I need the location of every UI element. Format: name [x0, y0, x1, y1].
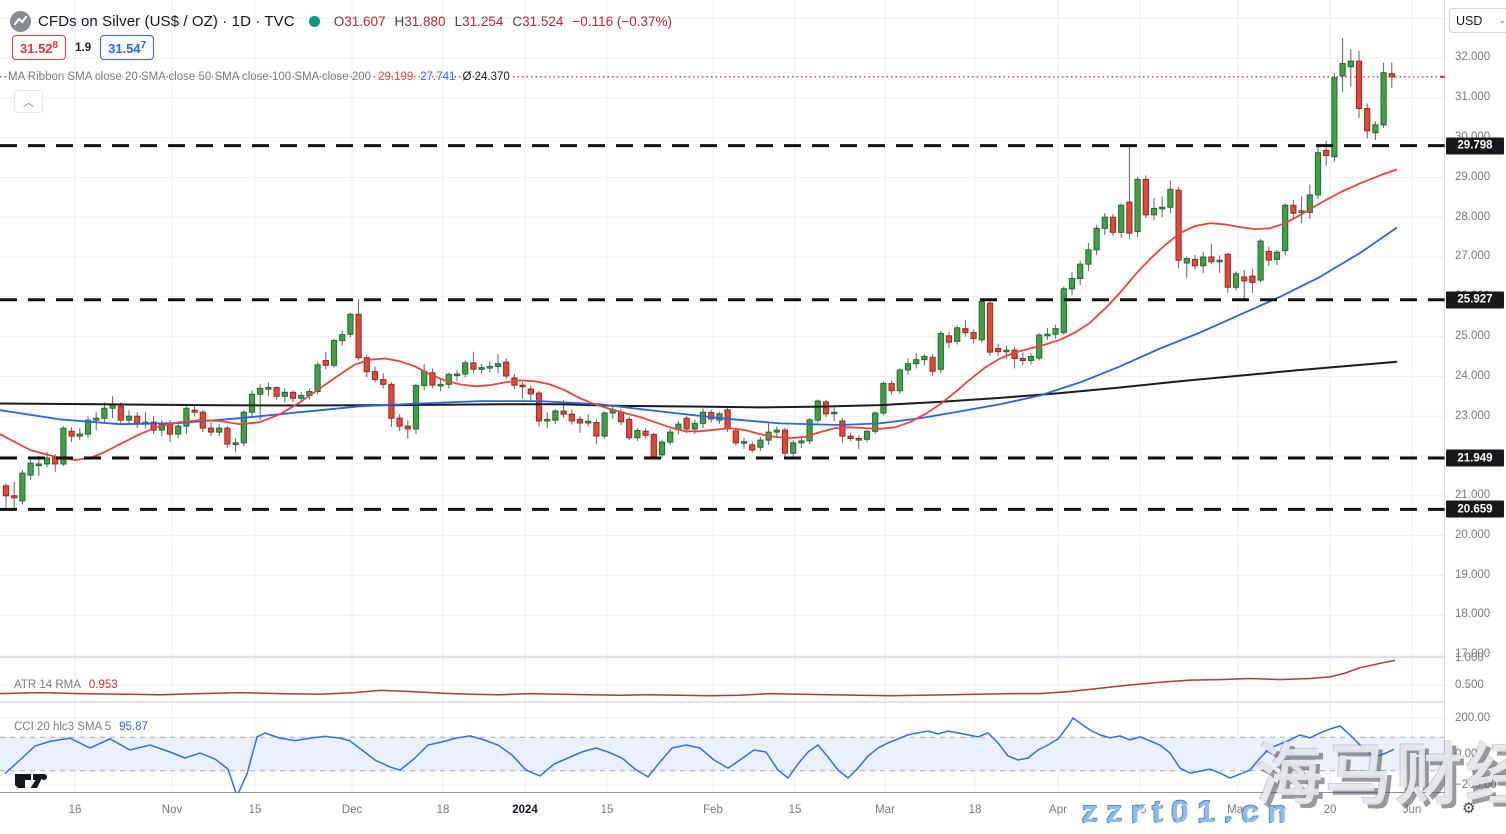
change-value: −0.116 (−0.37%): [572, 13, 672, 29]
indicator-tick: 0.500: [1455, 679, 1484, 691]
sma50-value: 27.741: [420, 70, 456, 83]
time-label: 18: [436, 804, 450, 816]
sell-button[interactable]: 31.528: [12, 35, 67, 60]
spread-value: 1.9: [75, 41, 92, 54]
time-label: May: [1227, 804, 1249, 816]
close-value: 31.524: [522, 13, 564, 29]
time-label: Apr: [1049, 804, 1067, 816]
price-tick: 32.000: [1455, 51, 1491, 63]
level-price-badge: 29.798: [1446, 137, 1504, 155]
level-price-badge: 21.949: [1446, 449, 1504, 467]
chevron-down-icon: ⌄: [1498, 15, 1506, 25]
time-label: Jun: [1402, 804, 1422, 816]
indicator-tick: 0.00: [1455, 748, 1478, 760]
symbol-logo-icon: [10, 10, 31, 32]
atr-value: 0.953: [88, 679, 118, 691]
high-value: 31.880: [404, 13, 446, 29]
level-price-badge: 20.659: [1446, 500, 1504, 518]
sma20-value: 29.199: [378, 70, 414, 83]
ohlc-values: O31.607 H31.880 L31.254 C31.524 −0.116 (…: [333, 13, 672, 29]
bid-ask-row: 31.528 1.9 31.547: [12, 35, 155, 60]
price-tick: 23.000: [1455, 410, 1491, 422]
tradingview-logo-icon[interactable]: [14, 770, 50, 797]
symbol-title[interactable]: CFDs on Silver (US$ / OZ) · 1D · TVC: [38, 12, 295, 30]
indicator-tick: 1.000: [1455, 652, 1484, 664]
price-tick: 20.000: [1455, 529, 1491, 541]
time-label: 2024: [512, 804, 538, 816]
symbol-header[interactable]: CFDs on Silver (US$ / OZ) · 1D · TVC O31…: [10, 8, 672, 34]
time-label: 15: [788, 804, 802, 816]
currency-selector[interactable]: USD ⌄: [1449, 8, 1506, 33]
time-label: Feb: [703, 804, 723, 816]
axis-settings-gear-icon[interactable]: ⚙: [1462, 800, 1476, 817]
chevron-up-icon: ︿: [23, 96, 34, 109]
atr-legend[interactable]: ATR 14 RMA 0.953: [14, 679, 118, 691]
price-tick: 17.000: [1455, 648, 1491, 660]
time-axis[interactable]: 16 Nov 15 Dec 18 2024 15 Feb 15 Mar 18 Apr 15 May 20 Ju…: [0, 793, 1506, 834]
cci-value: 95.87: [119, 721, 148, 733]
cci-title: CCI 20 hlc3 SMA 5: [14, 721, 112, 733]
price-tick: 28.000: [1455, 211, 1491, 223]
time-label: 16: [68, 804, 82, 816]
level-price-badge: 25.927: [1446, 291, 1504, 309]
low-value: 31.254: [462, 13, 504, 29]
price-tick: 21.000: [1455, 489, 1491, 501]
time-label: Nov: [161, 804, 183, 816]
time-label: 18: [968, 804, 982, 816]
price-axis[interactable]: USD⌄ 32.00031.00030.00029.00028.00027.00…: [1445, 0, 1506, 793]
time-label: 20: [1323, 804, 1337, 816]
price-tick: 19.000: [1455, 569, 1491, 581]
price-tick: 31.000: [1455, 91, 1491, 103]
open-value: 31.607: [344, 13, 386, 29]
time-label: 15: [248, 804, 262, 816]
price-tick: 18.000: [1455, 608, 1491, 620]
collapse-legend-button[interactable]: ︿: [14, 90, 43, 113]
indicator-tick: 200.00: [1455, 712, 1491, 724]
ma-ribbon-label: MA Ribbon SMA close 20 SMA close 50 SMA …: [8, 70, 372, 83]
price-tick: 25.000: [1455, 330, 1491, 342]
price-tick: 27.000: [1455, 250, 1491, 262]
sma-average-value: Ø 24.370: [462, 70, 510, 83]
price-tick: 29.000: [1455, 171, 1491, 183]
ma-ribbon-legend[interactable]: MA Ribbon SMA close 20 SMA close 50 SMA …: [8, 69, 510, 84]
market-open-dot-icon: [308, 15, 320, 27]
price-tick: 24.000: [1455, 370, 1491, 382]
buy-button[interactable]: 31.547: [100, 35, 155, 60]
cci-legend[interactable]: CCI 20 hlc3 SMA 5 95.87: [14, 721, 148, 733]
time-label: Dec: [341, 804, 363, 816]
indicator-tick: −200.00: [1455, 779, 1497, 791]
time-label: Mar: [875, 804, 895, 816]
atr-title: ATR 14 RMA: [14, 679, 81, 691]
time-label: 15: [600, 804, 614, 816]
time-label: 15: [1133, 804, 1147, 816]
